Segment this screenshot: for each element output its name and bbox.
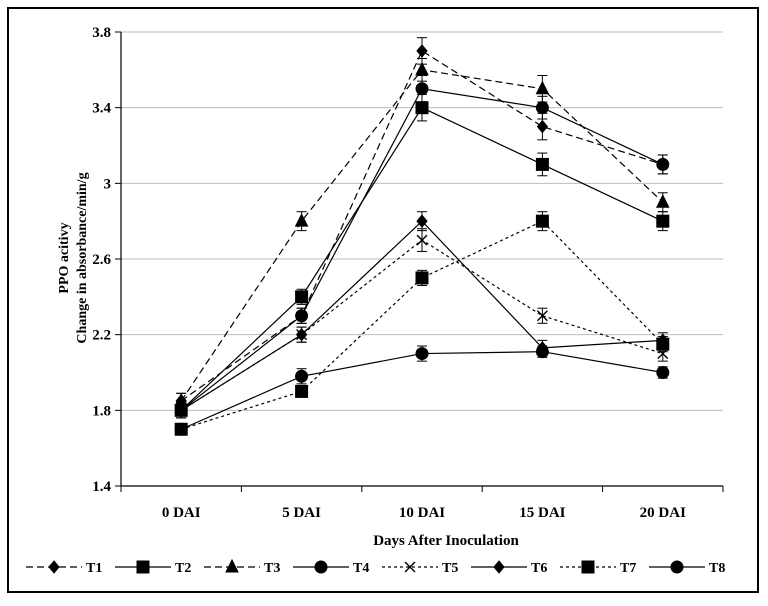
data-point	[656, 214, 670, 228]
y-tick-label: 2.2	[92, 328, 111, 344]
data-point	[175, 403, 187, 418]
legend-label: T3	[264, 561, 280, 576]
data-point	[535, 345, 549, 359]
y-tick-labels: 1.4 1.8 2.2 2.6 3 3.4 3.8	[92, 25, 111, 495]
legend-item-T7: T7	[560, 560, 636, 576]
y-tick-label: 3.8	[92, 25, 111, 41]
y-tick-label: 3	[104, 176, 112, 192]
legend-marker	[48, 560, 60, 574]
series-line	[180, 351, 663, 430]
axes	[115, 31, 724, 492]
data-point	[655, 194, 670, 208]
data-point	[295, 290, 309, 304]
x-axis-title: Days After Inoculation	[373, 533, 519, 549]
data-point	[295, 369, 309, 383]
data-point	[415, 347, 429, 361]
legend-item-T1: T1	[26, 560, 102, 576]
data-point	[295, 309, 309, 323]
legend-label: T8	[709, 561, 725, 576]
series-line	[181, 220, 664, 430]
series-line	[180, 50, 663, 402]
y-tick-label: 3.4	[92, 101, 111, 117]
y-tick-label: 2.6	[92, 252, 111, 268]
x-tick-label: 5 DAI	[282, 505, 321, 521]
legend-label: T7	[620, 561, 636, 576]
data-point	[656, 366, 670, 379]
y-axis-title-line2: Change in absorbance/min/g	[75, 172, 90, 343]
x-tick-label: 10 DAI	[399, 505, 445, 521]
legend-label: T4	[353, 561, 369, 576]
data-point	[415, 82, 429, 96]
legend-marker	[670, 560, 684, 574]
legend-label: T2	[175, 561, 191, 576]
data-point	[656, 157, 670, 171]
legend-item-T8: T8	[649, 560, 725, 576]
data-point	[535, 101, 549, 115]
y-tick-label: 1.8	[92, 403, 111, 419]
legend-item-T6: T6	[471, 560, 547, 576]
series-group	[174, 37, 670, 436]
data-point	[415, 61, 429, 76]
series-T8	[174, 345, 670, 436]
legend-item-T3: T3	[204, 558, 280, 576]
legend-marker	[404, 561, 416, 573]
data-point	[535, 157, 549, 171]
data-point	[656, 337, 670, 351]
series-T5	[175, 228, 669, 419]
x-tick-label: 0 DAI	[162, 505, 201, 521]
y-tick-label: 1.4	[92, 479, 111, 495]
series-line	[180, 239, 663, 411]
y-axis-title-line1: PPO acitivy	[57, 222, 72, 293]
data-point	[174, 422, 188, 436]
data-point	[415, 271, 429, 285]
legend-item-T5: T5	[382, 561, 458, 576]
data-point	[536, 310, 548, 322]
legend-label: T6	[531, 561, 547, 576]
legend-item-T4: T4	[293, 560, 369, 576]
legend: T1 T2 T3 T4 T5 T6 T7 T8	[26, 558, 725, 576]
data-point	[416, 234, 428, 246]
legend-label: T1	[86, 561, 102, 576]
x-tick-label: 20 DAI	[640, 505, 686, 521]
legend-item-T2: T2	[115, 560, 191, 576]
legend-marker	[314, 560, 328, 574]
x-tick-labels: 0 DAI 5 DAI 10 DAI 15 DAI 20 DAI	[162, 505, 686, 521]
data-point	[416, 214, 428, 228]
data-point	[415, 101, 429, 115]
legend-marker	[225, 558, 239, 573]
legend-label: T5	[442, 561, 458, 576]
data-point	[295, 327, 308, 342]
data-point	[416, 44, 428, 58]
x-tick-label: 15 DAI	[519, 505, 565, 521]
data-point	[536, 119, 549, 134]
data-point	[294, 213, 309, 227]
chart-frame	[7, 7, 759, 593]
legend-marker	[136, 560, 150, 574]
legend-marker	[581, 560, 595, 574]
legend-marker	[493, 560, 505, 574]
data-point	[295, 384, 309, 398]
data-point	[535, 214, 549, 228]
series-T2	[174, 93, 670, 419]
data-point	[535, 80, 550, 95]
